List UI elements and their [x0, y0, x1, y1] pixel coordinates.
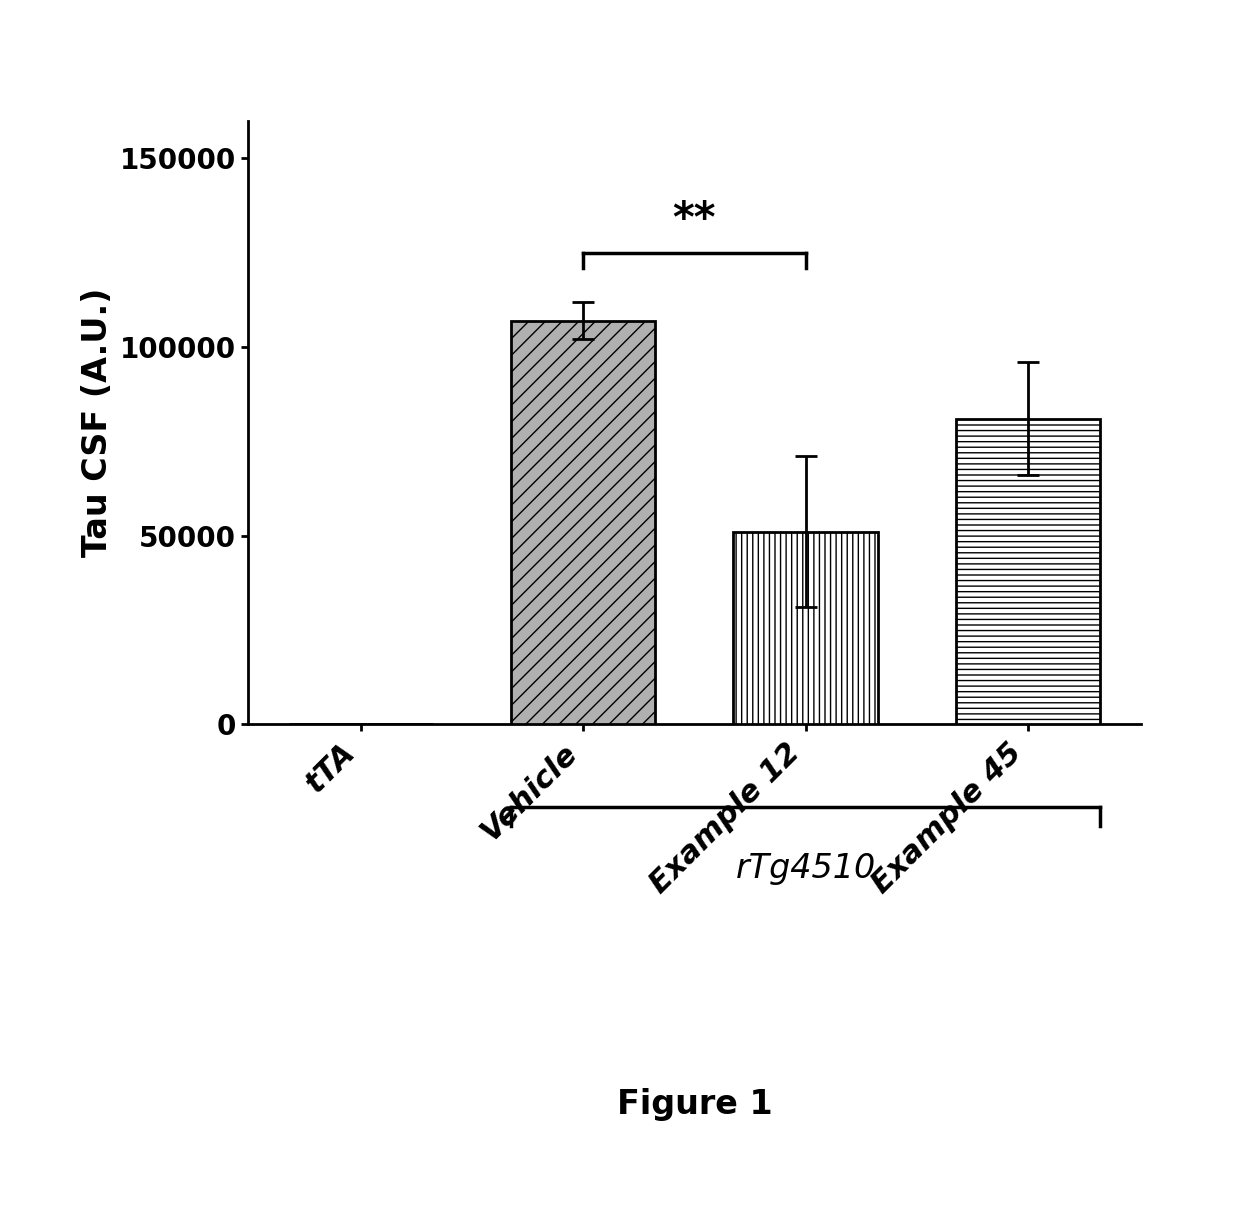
Y-axis label: Tau CSF (A.U.): Tau CSF (A.U.) [82, 287, 114, 558]
Text: rTg4510: rTg4510 [735, 852, 875, 886]
Bar [956, 419, 1100, 724]
Bar [733, 532, 878, 724]
Bar [511, 321, 656, 724]
Text: Figure 1: Figure 1 [616, 1088, 773, 1121]
Text: **: ** [672, 199, 717, 241]
